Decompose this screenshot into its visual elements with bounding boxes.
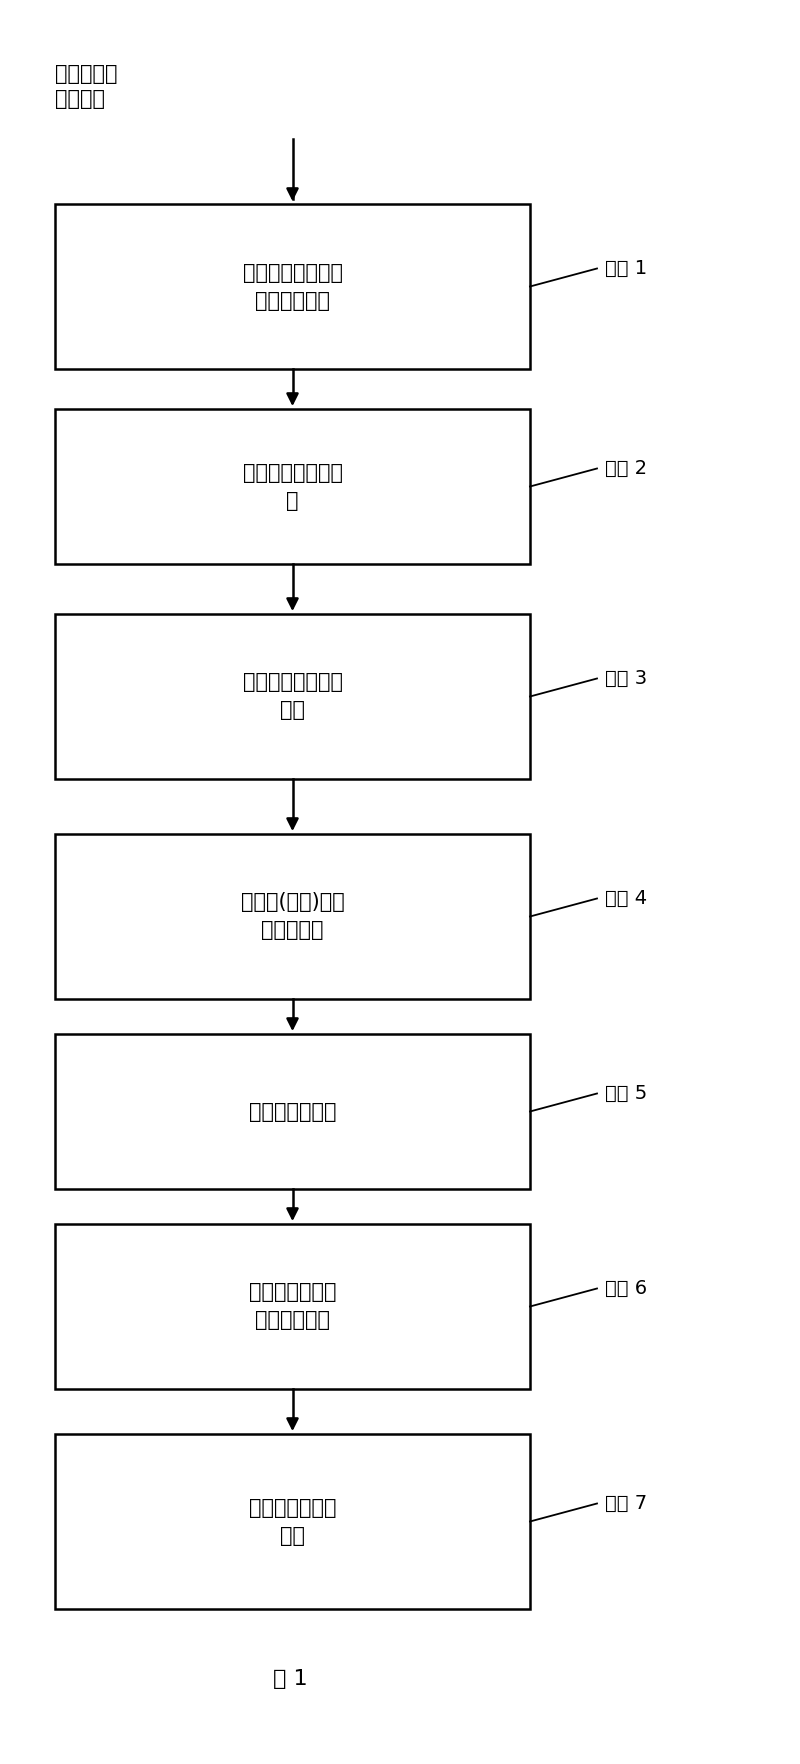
Text: 多小区(虚拟)定时
估计窗计算: 多小区(虚拟)定时 估计窗计算	[241, 893, 344, 940]
Text: 步骤 1: 步骤 1	[605, 259, 647, 279]
Text: 多小区有效的路径
搜索: 多小区有效的路径 搜索	[242, 672, 342, 720]
Text: 步骤 3: 步骤 3	[605, 669, 647, 688]
Bar	[55, 834, 530, 998]
Bar	[55, 205, 530, 369]
Text: 步骤 7: 步骤 7	[605, 1494, 647, 1514]
Text: 步骤 2: 步骤 2	[605, 459, 647, 478]
Text: 定时跟踪稳定性
判断: 定时跟踪稳定性 判断	[249, 1498, 336, 1545]
Text: 定时跟踪点计算: 定时跟踪点计算	[249, 1101, 336, 1122]
Bar	[55, 1034, 530, 1189]
Text: 多小区联合定时
调整命令输出: 多小区联合定时 调整命令输出	[249, 1282, 336, 1330]
Text: 图 1: 图 1	[273, 1669, 307, 1688]
Text: 步骤 5: 步骤 5	[605, 1085, 647, 1102]
Text: 步骤 4: 步骤 4	[605, 889, 647, 908]
Text: 步骤 6: 步骤 6	[605, 1279, 647, 1298]
Text: 多小区信道估计滤
波: 多小区信道估计滤 波	[242, 462, 342, 510]
Bar	[55, 409, 530, 564]
Bar	[55, 614, 530, 780]
Text: 基于干扰消除的多
信道估计装置: 基于干扰消除的多 信道估计装置	[242, 263, 342, 310]
Bar	[55, 1434, 530, 1609]
Text: 经过滤波的
接收数据: 经过滤波的 接收数据	[55, 64, 118, 109]
Bar	[55, 1224, 530, 1388]
